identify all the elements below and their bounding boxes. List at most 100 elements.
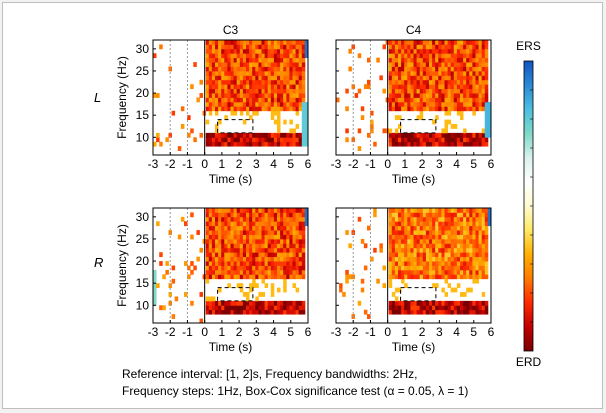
heatmap-cell (410, 208, 414, 213)
heatmap-cell (208, 225, 213, 231)
heatmap-cell (469, 265, 473, 271)
heatmap-cell (472, 137, 476, 143)
heatmap-cell (357, 300, 362, 306)
heatmap-cell (398, 106, 402, 112)
heatmap-cell (270, 265, 275, 271)
heatmap-cell (153, 278, 157, 284)
heatmap-cell (460, 243, 464, 249)
heatmap-cell (394, 243, 399, 249)
heatmap-cell (255, 48, 259, 54)
heatmap-cell (258, 292, 262, 297)
heatmap-cell (460, 216, 464, 222)
heatmap-cell (239, 84, 244, 90)
heatmap-cell (211, 141, 216, 147)
heatmap-cell (246, 53, 250, 59)
heatmap-cell (273, 212, 278, 218)
heatmap-cell (267, 70, 272, 76)
heatmap-cell (401, 66, 405, 72)
heatmap-cell (252, 265, 256, 271)
heatmap-cell (450, 305, 455, 311)
heatmap-cell (218, 225, 222, 231)
x-axis-label: Time (s) (209, 172, 253, 186)
y-tick-label: 15 (136, 108, 150, 122)
heatmap-cell (280, 62, 284, 67)
heatmap-cell (450, 97, 455, 103)
heatmap-cell (450, 234, 455, 240)
heatmap-cell (286, 132, 290, 138)
x-tick-label: 3 (436, 325, 443, 339)
heatmap-cell (246, 269, 250, 275)
heatmap-cell (239, 274, 244, 280)
heatmap-cell (221, 252, 225, 258)
heatmap-cell (208, 269, 213, 275)
heatmap-cell (460, 230, 464, 235)
heatmap-cell (298, 88, 303, 94)
heatmap-cell (267, 216, 272, 222)
heatmap-cell (419, 93, 424, 98)
heatmap-cell (429, 269, 433, 275)
heatmap-cell (453, 79, 458, 85)
heatmap-cell (456, 106, 461, 112)
heatmap-cell (466, 269, 470, 275)
heatmap-cell (398, 75, 402, 81)
heatmap-cell (208, 265, 213, 271)
heatmap-cell (460, 44, 464, 50)
heatmap-cell (193, 137, 197, 143)
heatmap-cell (215, 247, 219, 253)
heatmap-cell (422, 79, 427, 85)
heatmap-cell (398, 62, 402, 67)
heatmap-cell (273, 97, 278, 103)
heatmap-cell (267, 62, 272, 67)
heatmap-cell (416, 101, 421, 107)
heatmap-cell (224, 88, 228, 94)
heatmap-cell (264, 269, 269, 275)
heatmap-cell (258, 66, 262, 72)
heatmap-cell (419, 70, 424, 76)
heatmap-cell (218, 234, 222, 240)
heatmap-cell (382, 88, 386, 94)
heatmap-cell (416, 274, 421, 280)
heatmap-cell (264, 309, 269, 315)
heatmap-cell (444, 269, 448, 275)
heatmap-cell (404, 53, 408, 59)
heatmap-cell (469, 252, 473, 258)
heatmap-cell (447, 247, 452, 253)
heatmap-cell (208, 79, 213, 85)
heatmap-cell (295, 305, 300, 311)
heatmap-cell (466, 79, 470, 85)
heatmap-cell (453, 234, 458, 240)
heatmap-cell (447, 88, 452, 94)
heatmap-cell (242, 309, 247, 315)
heatmap-cell (447, 141, 452, 147)
heatmap-cell (419, 79, 424, 85)
heatmap-cell (475, 221, 479, 227)
heatmap-cell (441, 230, 445, 235)
heatmap-cell (441, 88, 445, 94)
heatmap-cell (487, 208, 492, 213)
heatmap-cell (447, 106, 452, 112)
heatmap-cell (388, 256, 393, 262)
heatmap-cell (242, 70, 247, 76)
heatmap-cell (292, 216, 296, 222)
heatmap-cell (215, 106, 219, 112)
heatmap-cell (224, 101, 228, 107)
heatmap-cell (401, 243, 405, 249)
heatmap-cell (224, 221, 228, 227)
heatmap-cell (478, 234, 483, 240)
heatmap-cell (460, 79, 464, 85)
heatmap-cell (463, 132, 467, 138)
heatmap-cell (438, 261, 442, 266)
heatmap-cell (481, 256, 486, 262)
heatmap-cell (444, 53, 448, 59)
heatmap-cell (246, 309, 250, 315)
heatmap-cell (379, 247, 383, 253)
heatmap-cell (208, 101, 213, 107)
heatmap-cell (401, 101, 405, 107)
heatmap-cell (419, 62, 424, 67)
heatmap-cell (432, 106, 436, 112)
heatmap-cell (413, 238, 417, 244)
heatmap-cell (246, 132, 250, 138)
heatmap-cell (301, 106, 306, 112)
x-tick-label: 2 (419, 157, 426, 171)
heatmap-cell (267, 212, 272, 218)
